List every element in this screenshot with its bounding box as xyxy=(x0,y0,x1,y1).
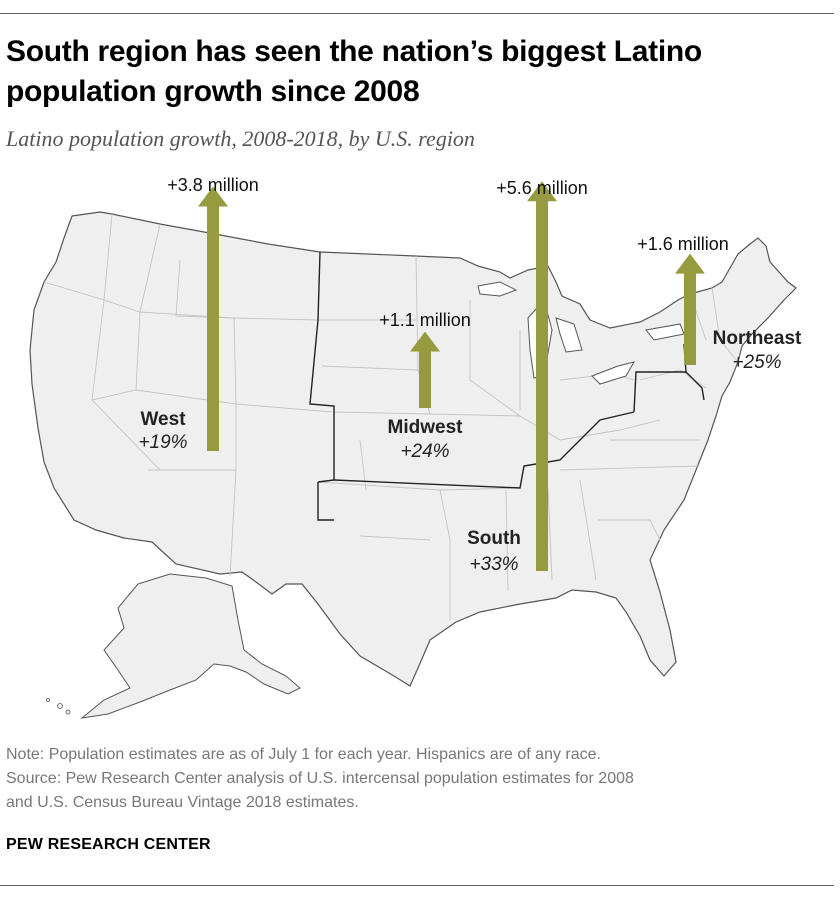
northeast-growth-arrow xyxy=(675,253,705,365)
us-regions-map: +3.8 million +1.1 million +5.6 million +… xyxy=(29,175,802,719)
west-region-name: West xyxy=(140,409,186,430)
south-growth-label: +5.6 million xyxy=(496,178,588,198)
northeast-growth-label: +1.6 million xyxy=(637,234,729,254)
region-borders xyxy=(309,251,705,521)
growth-arrows xyxy=(198,181,705,572)
west-growth-label: +3.8 million xyxy=(167,175,259,195)
alaska-outline xyxy=(80,573,301,719)
midwest-growth-arrow xyxy=(410,331,440,408)
bottom-rule xyxy=(0,885,834,886)
source-text-line-2: and U.S. Census Bureau Vintage 2018 esti… xyxy=(6,794,359,811)
northeast-region-pct: +25% xyxy=(732,352,781,373)
hawaii-islands xyxy=(46,698,71,715)
top-rule xyxy=(0,13,834,14)
notes-block: Note: Population estimates are as of Jul… xyxy=(6,743,836,815)
publisher-logo: PEW RESEARCH CENTER xyxy=(6,836,211,853)
south-growth-arrow xyxy=(527,181,557,572)
chart-title: South region has seen the nation’s bigge… xyxy=(6,35,702,108)
south-region-name: South xyxy=(467,528,521,549)
south-region-pct: +33% xyxy=(469,554,518,575)
west-growth-arrow xyxy=(198,186,228,451)
us-contiguous-outline xyxy=(29,211,797,687)
source-text-line-1: Source: Pew Research Center analysis of … xyxy=(6,770,634,787)
midwest-region-pct: +24% xyxy=(400,441,449,462)
midwest-growth-label: +1.1 million xyxy=(379,310,471,330)
chart-subtitle: Latino population growth, 2008-2018, by … xyxy=(6,126,475,151)
northeast-region-name: Northeast xyxy=(713,328,802,349)
west-region-pct: +19% xyxy=(138,432,187,453)
note-text: Note: Population estimates are as of Jul… xyxy=(6,746,601,763)
midwest-region-name: Midwest xyxy=(388,417,464,438)
